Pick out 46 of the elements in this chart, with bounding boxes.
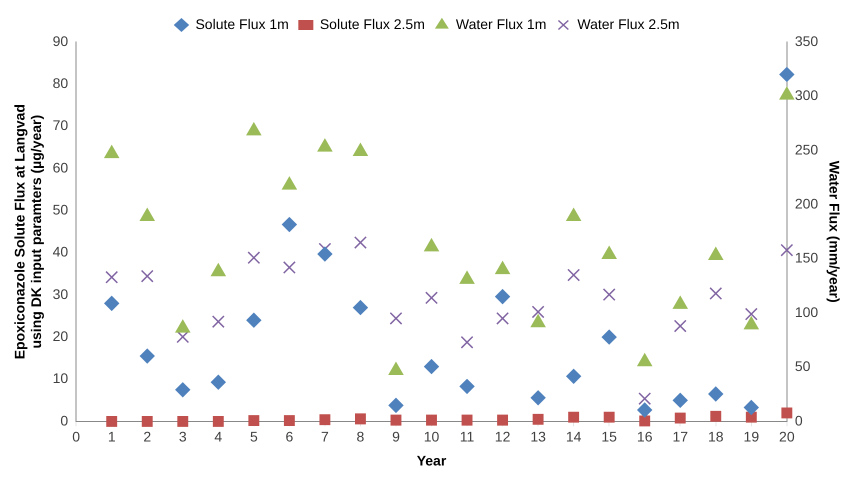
y-tick-label: 40 — [52, 244, 68, 260]
y-tick-label: 80 — [52, 75, 68, 92]
y2-tick-label: 200 — [794, 195, 818, 212]
x-tick-label: 6 — [285, 428, 294, 445]
x-tick-label: 18 — [708, 428, 724, 445]
x-tick-label: 19 — [744, 428, 760, 445]
x-tick-label: 0 — [72, 428, 80, 445]
x-tick-label: 10 — [424, 428, 440, 445]
y-tick-label: 20 — [52, 328, 68, 344]
x-tick-label: 13 — [530, 428, 546, 445]
y-tick-label: 0 — [60, 412, 68, 428]
x-tick-label: 20 — [779, 428, 795, 445]
x-tick-label: 11 — [460, 428, 475, 445]
y2-axis-title: Water Flux (mm/year) — [826, 160, 843, 303]
y2-tick-label: 0 — [794, 412, 803, 428]
y2-tick-label: 350 — [794, 32, 818, 49]
legend-label: Solute Flux 2.5m — [320, 16, 425, 32]
y-tick-label: 70 — [52, 117, 68, 134]
x-tick-label: 8 — [356, 428, 365, 445]
x-tick-label: 3 — [178, 428, 187, 445]
y2-tick-label: 50 — [794, 358, 811, 374]
x-tick-label: 4 — [214, 428, 222, 445]
legend-label: Water Flux 1m — [456, 16, 546, 32]
y-tick-label: 60 — [52, 159, 68, 176]
x-tick-label: 2 — [143, 428, 152, 445]
y-tick-label: 30 — [52, 286, 68, 302]
x-tick-label: 9 — [392, 428, 400, 445]
x-tick-label: 5 — [250, 428, 258, 445]
x-axis-title: Year — [416, 452, 447, 468]
legend-label: Water Flux 2.5m — [577, 16, 680, 32]
x-tick-label: 16 — [636, 428, 653, 445]
x-tick-label: 1 — [108, 428, 116, 445]
y2-tick-label: 150 — [794, 250, 818, 266]
x-tick-label: 14 — [566, 428, 582, 445]
x-tick-label: 7 — [321, 428, 330, 445]
x-tick-label: 15 — [601, 428, 618, 445]
y2-tick-label: 300 — [794, 87, 818, 104]
y-tick-label: 90 — [52, 32, 68, 49]
legend-label: Solute Flux 1m — [195, 16, 289, 32]
y-tick-label: 10 — [52, 370, 68, 386]
y2-tick-label: 250 — [794, 141, 818, 158]
x-tick-label: 12 — [494, 428, 511, 445]
y-axis-title: Epoxiconazole Solute Flux at Langvad using DK input paramters (µg/year) — [11, 104, 44, 360]
y-tick-label: 50 — [52, 201, 68, 218]
x-tick-label: 17 — [672, 428, 688, 445]
y2-tick-label: 100 — [794, 304, 818, 320]
